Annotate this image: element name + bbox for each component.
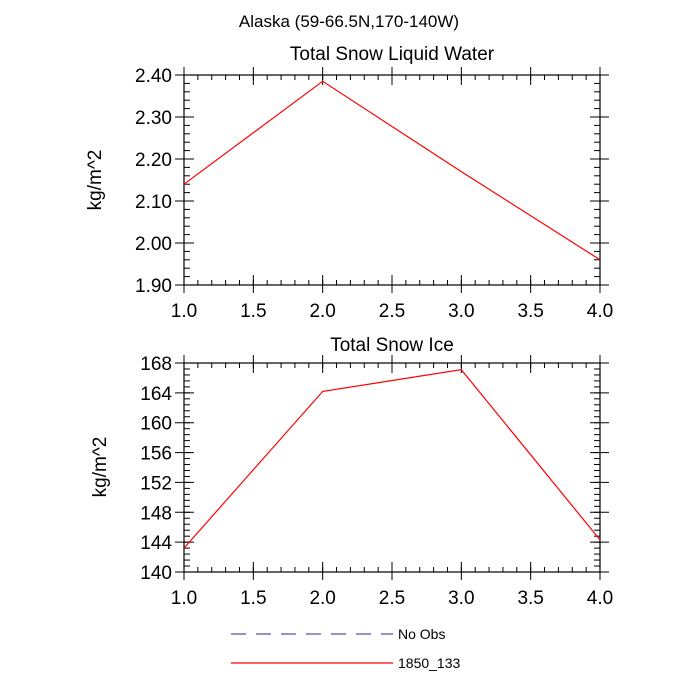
y-tick-label: 1.90: [135, 276, 172, 297]
y-tick-label: 2.40: [135, 66, 172, 87]
y-axis-label: kg/m^2: [90, 437, 111, 498]
y-tick-label: 2.00: [135, 234, 172, 255]
y-tick-label: 164: [140, 384, 172, 405]
x-tick-label: 2.0: [309, 301, 335, 322]
y-tick-label: 148: [140, 503, 172, 524]
figure-title: Alaska (59-66.5N,170-140W): [239, 12, 459, 31]
y-tick-label: 152: [140, 473, 172, 494]
y-tick-label: 160: [140, 414, 172, 435]
plot-frame: [183, 74, 601, 286]
panel-snow-liquid-water: Total Snow Liquid Water kg/m^2 1.90 2.00 2…: [85, 44, 613, 322]
series-line: [183, 369, 601, 549]
legend-label-1850-133: 1850_133: [398, 655, 461, 671]
x-tick-label: 1.5: [240, 301, 266, 322]
x-tick-label: 3.0: [448, 301, 474, 322]
y-tick-label: 168: [140, 354, 172, 375]
panel-title: Total Snow Ice: [330, 335, 454, 356]
x-tick-label: 1.0: [171, 588, 197, 609]
panel-title: Total Snow Liquid Water: [290, 44, 495, 65]
series-group: [183, 369, 601, 549]
x-tick-label: 4.0: [587, 301, 613, 322]
y-tick-label: 140: [140, 563, 172, 584]
x-tick-label: 1.0: [171, 301, 197, 322]
x-tick-label: 1.5: [240, 588, 266, 609]
y-tick-label: 144: [140, 533, 172, 554]
y-tick-label: 2.30: [135, 108, 172, 129]
x-tick-label: 3.5: [517, 301, 543, 322]
axis-ticks: 140 144 148 152 156 160 164 168 1.0 1.5 2.0 2.5 3.0 3…: [140, 354, 613, 609]
y-tick-label: 2.20: [135, 150, 172, 171]
x-tick-label: 4.0: [587, 588, 613, 609]
x-tick-label: 3.0: [448, 588, 474, 609]
panel-snow-ice: Total Snow Ice kg/m^2 140 144 148 152 156 160…: [90, 335, 613, 609]
x-tick-label: 3.5: [517, 588, 543, 609]
legend: No Obs 1850_133: [231, 626, 461, 671]
axis-ticks: 1.90 2.00 2.10 2.20 2.30 2.40 1.0 1.5 2.0 2.5 3.0 3…: [135, 66, 613, 322]
x-tick-label: 2.5: [379, 588, 405, 609]
series-line: [183, 80, 601, 261]
x-tick-label: 2.0: [309, 588, 335, 609]
y-tick-label: 156: [140, 444, 172, 465]
series-group: [183, 80, 601, 261]
legend-label-no-obs: No Obs: [398, 626, 445, 642]
y-axis-label: kg/m^2: [85, 150, 106, 211]
x-tick-label: 2.5: [379, 301, 405, 322]
y-tick-label: 2.10: [135, 192, 172, 213]
plot-frame: [183, 362, 601, 573]
